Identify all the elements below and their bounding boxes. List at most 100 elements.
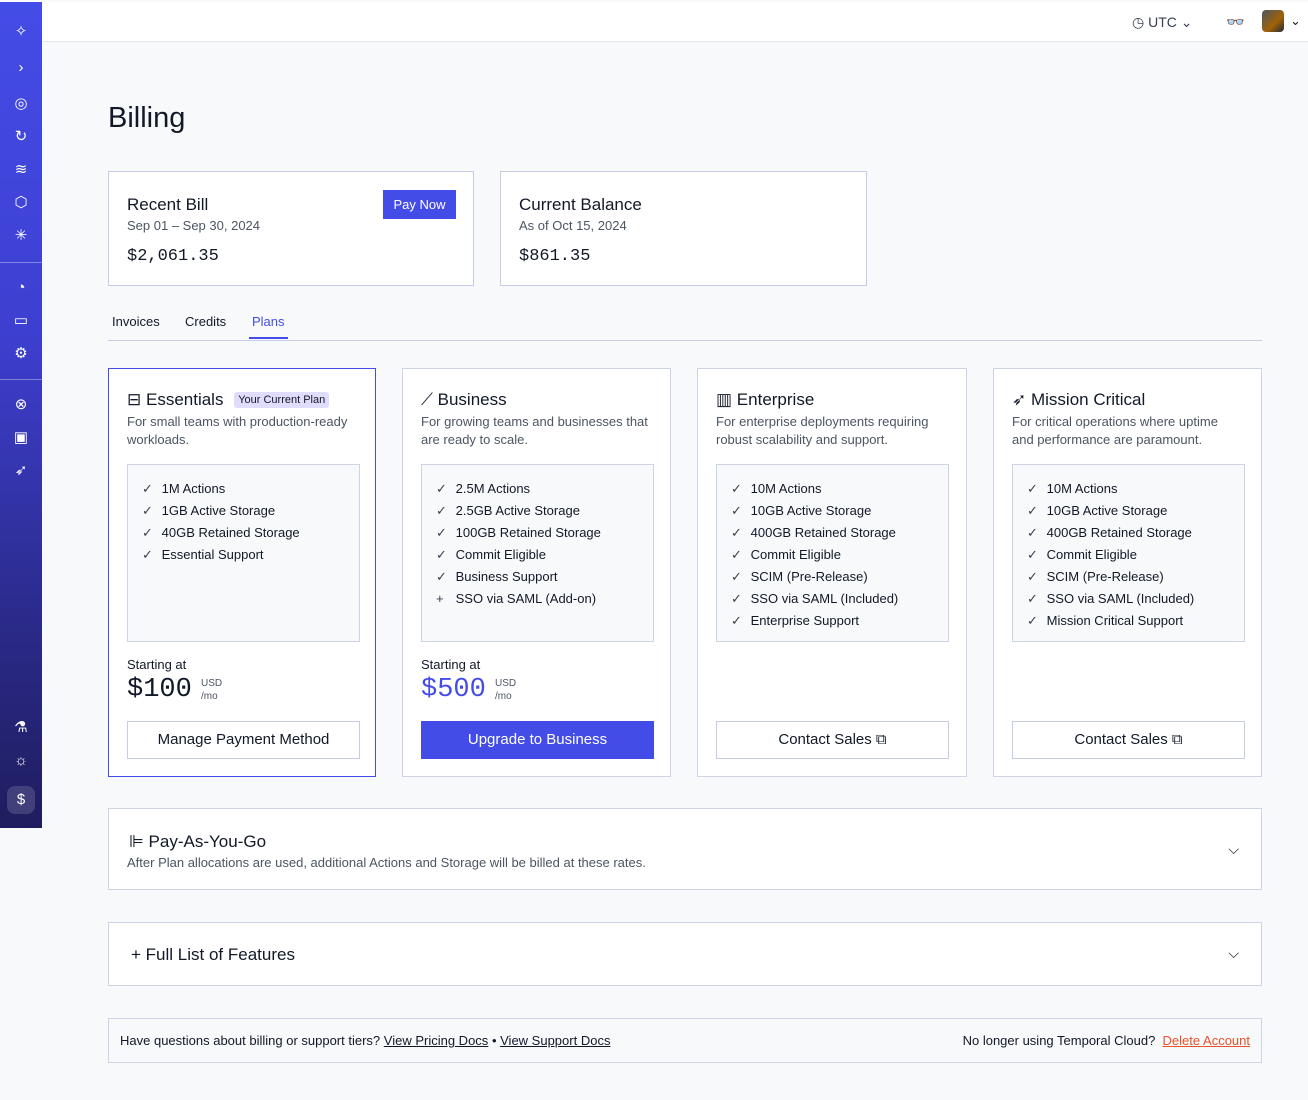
feature-item: ✓ Mission Critical Support <box>1027 610 1230 632</box>
chevron-down-icon[interactable]: ⌄ <box>1290 13 1301 28</box>
deploy-icon[interactable]: ➶ <box>14 462 28 479</box>
schedules-icon[interactable]: ≋ <box>14 161 28 178</box>
plan-card: ⊟ Essentials Your Current Plan For small… <box>108 368 376 777</box>
current-plan-badge: Your Current Plan <box>234 392 330 408</box>
bill-period: Sep 01 – Sep 30, 2024 <box>127 218 261 233</box>
card-title: Current Balance <box>519 195 642 214</box>
upgrade-button[interactable]: Upgrade to Business <box>421 721 654 759</box>
pricing-docs-link[interactable]: View Pricing Docs <box>383 1033 489 1048</box>
feature-text: 1GB Active Storage <box>161 503 276 518</box>
expand-icon[interactable]: › <box>18 59 24 76</box>
check-icon: ✓ <box>436 481 447 496</box>
chevron-down-icon[interactable]: ⌵ <box>1228 945 1239 961</box>
pay-now-button[interactable]: Pay Now <box>383 190 456 219</box>
feature-text: SSO via SAML (Included) <box>750 591 899 606</box>
cancel-text: No longer using Temporal Cloud? <box>962 1033 1156 1048</box>
usage-icon[interactable]: ◔ <box>16 279 26 296</box>
feature-list: ✓ 10M Actions ✓ 10GB Active Storage ✓ 400G… <box>716 464 949 642</box>
plan-name: Business <box>437 390 507 409</box>
feature-item: ✓ 2.5M Actions <box>436 478 639 500</box>
accordion-description: After Plan allocations are used, additio… <box>127 855 646 870</box>
features-accordion[interactable]: + Full List of Features ⌵ <box>108 922 1262 986</box>
feature-item: ✓ 10M Actions <box>731 478 934 500</box>
support-docs-link[interactable]: View Support Docs <box>500 1033 611 1048</box>
chevron-down-icon: ⌄ <box>1180 14 1193 30</box>
settings-icon[interactable]: ⚙ <box>14 345 28 362</box>
namespaces-icon[interactable]: ◎ <box>14 95 28 112</box>
billing-icon[interactable]: ▭ <box>13 312 29 329</box>
timezone-select[interactable]: ◷ UTC ⌄ <box>1132 14 1193 30</box>
feature-text: SCIM (Pre-Release) <box>750 569 868 584</box>
feature-text: SSO via SAML (Add-on) <box>455 591 597 606</box>
building-icon: ▥ <box>716 390 733 409</box>
feature-text: 100GB Retained Storage <box>455 525 601 540</box>
check-icon: ✓ <box>1027 591 1038 606</box>
temporal-logo-icon[interactable]: ✧ <box>14 23 28 40</box>
tab-plans[interactable]: Plans <box>249 314 288 339</box>
feature-text: 10M Actions <box>750 481 822 496</box>
bill-amount: $2,061.35 <box>127 247 219 266</box>
feature-item: ✓ 100GB Retained Storage <box>436 522 639 544</box>
feature-item: ✓ 400GB Retained Storage <box>731 522 934 544</box>
feature-text: Essential Support <box>161 547 264 562</box>
check-icon: ✓ <box>1027 503 1038 518</box>
period: /mo <box>201 691 218 702</box>
check-icon: ✓ <box>731 525 742 540</box>
contact-sales-button[interactable]: Contact Sales ⧉ <box>716 721 949 759</box>
plan-price: $500 <box>421 675 486 705</box>
balance-date: As of Oct 15, 2024 <box>519 218 627 233</box>
contact-sales-button[interactable]: Contact Sales ⧉ <box>1012 721 1245 759</box>
feature-item: ✓ Essential Support <box>142 544 345 566</box>
feature-item: ✓ 400GB Retained Storage <box>1027 522 1230 544</box>
avatar[interactable] <box>1262 10 1284 32</box>
data-encoder-icon[interactable]: 👓 <box>1226 14 1245 31</box>
accordion-title: Full List of Features <box>145 945 295 964</box>
external-link-icon: ⧉ <box>1171 731 1183 748</box>
currency: USD <box>495 678 517 689</box>
support-icon[interactable]: ⊗ <box>14 396 28 413</box>
help-text: Have questions about billing or support … <box>120 1033 381 1048</box>
check-icon: ✓ <box>1027 569 1038 584</box>
batch-icon[interactable]: ⬡ <box>14 194 28 211</box>
page-title: Billing <box>108 102 186 134</box>
workflows-icon[interactable]: ↻ <box>14 128 28 145</box>
external-link-icon: ⧉ <box>875 731 887 748</box>
tab-credits[interactable]: Credits <box>185 314 227 329</box>
billing-active-icon[interactable]: $ <box>7 786 35 814</box>
feature-item: ✓ Enterprise Support <box>731 610 934 632</box>
feature-item: ✓ SCIM (Pre-Release) <box>731 566 934 588</box>
pay-as-you-go-accordion[interactable]: ⊫ Pay-As-You-Go After Plan allocations a… <box>108 808 1262 890</box>
feature-item: ✓ 10M Actions <box>1027 478 1230 500</box>
feature-text: Commit Eligible <box>455 547 546 562</box>
top-bar: ◷ UTC ⌄ 👓 ⌄ <box>42 2 1308 42</box>
feature-text: Commit Eligible <box>750 547 841 562</box>
theme-icon[interactable]: ☼ <box>14 752 28 769</box>
check-icon: ✓ <box>436 525 447 540</box>
feedback-icon[interactable]: ▣ <box>13 429 29 446</box>
check-icon: ✓ <box>1027 481 1038 496</box>
tab-invoices[interactable]: Invoices <box>112 314 160 329</box>
labs-icon[interactable]: ⚗ <box>14 719 28 736</box>
feature-text: 40GB Retained Storage <box>161 525 300 540</box>
check-icon: ✓ <box>1027 613 1038 628</box>
feature-item: ✓ SSO via SAML (Included) <box>731 588 934 610</box>
feature-item: ✓ 40GB Retained Storage <box>142 522 345 544</box>
manage-payment-button[interactable]: Manage Payment Method <box>127 721 360 759</box>
starting-at-label: Starting at <box>421 657 481 672</box>
nexus-icon[interactable]: ✳ <box>14 227 28 244</box>
check-icon: ✓ <box>436 547 447 562</box>
feature-item: ✓ Business Support <box>436 566 639 588</box>
check-icon: ✓ <box>731 613 742 628</box>
chevron-down-icon[interactable]: ⌵ <box>1228 841 1239 857</box>
feature-item: ✓ 1M Actions <box>142 478 345 500</box>
feature-text: SCIM (Pre-Release) <box>1046 569 1164 584</box>
plan-description: For enterprise deployments requiring rob… <box>716 414 929 447</box>
feature-item: ✓ Commit Eligible <box>731 544 934 566</box>
sidebar: ✧ › ◎ ↻ ≋ ⬡ ✳ ◔ ▭ ⚙ ⊗ ▣ ➶ ⚗ ☼ $ <box>0 2 42 828</box>
feature-text: Business Support <box>455 569 558 584</box>
feature-text: 2.5M Actions <box>455 481 531 496</box>
delete-account-link[interactable]: Delete Account <box>1162 1033 1250 1048</box>
feature-text: 400GB Retained Storage <box>750 525 896 540</box>
feature-text: Commit Eligible <box>1046 547 1137 562</box>
plan-name: Enterprise <box>736 390 815 409</box>
